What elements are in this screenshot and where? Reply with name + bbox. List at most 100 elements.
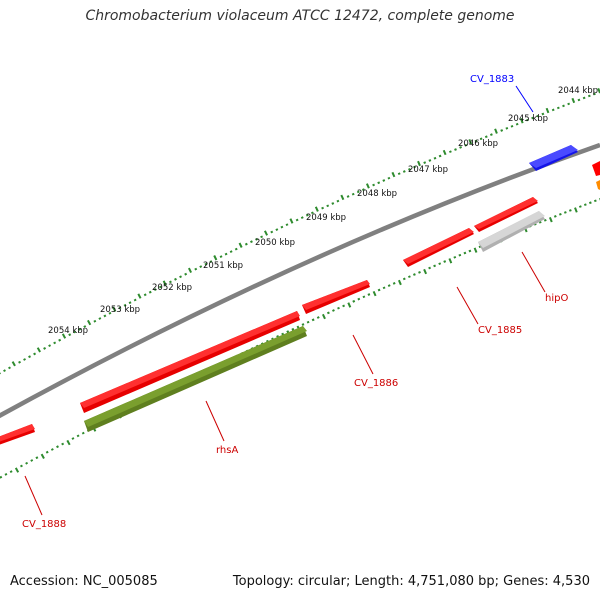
- minor-tick: [479, 137, 483, 141]
- major-tick: [321, 313, 326, 320]
- minor-tick: [474, 139, 478, 143]
- minor-tick: [148, 290, 152, 294]
- minor-tick: [407, 167, 411, 171]
- minor-tick: [73, 330, 77, 334]
- gene-label-cv1883: CV_1883: [470, 74, 514, 85]
- minor-tick: [68, 333, 72, 337]
- major-tick: [213, 255, 218, 261]
- minor-tick: [260, 235, 264, 239]
- major-tick: [87, 319, 92, 326]
- gene-label-hipo: hipO: [545, 293, 568, 304]
- gene-arrow-cv1888: [0, 424, 35, 445]
- minor-tick: [382, 286, 386, 290]
- minor-tick: [45, 450, 49, 454]
- minor-tick: [563, 211, 567, 214]
- minor-tick: [387, 176, 391, 180]
- minor-tick: [342, 304, 346, 308]
- minor-tick: [538, 221, 542, 224]
- minor-tick: [402, 170, 406, 173]
- minor-tick: [118, 306, 122, 310]
- minor-tick: [357, 297, 361, 301]
- major-tick: [289, 218, 294, 224]
- minor-tick: [103, 314, 107, 318]
- minor-tick: [81, 431, 85, 435]
- major-tick: [162, 280, 167, 286]
- minor-tick: [255, 237, 258, 241]
- minor-tick: [362, 295, 366, 299]
- minor-tick: [382, 179, 386, 182]
- minor-tick: [179, 275, 182, 279]
- gene-arrow-big-red: [80, 311, 300, 413]
- topology-summary: Topology: circular; Length: 4,751,080 bp…: [232, 574, 590, 589]
- minor-tick: [310, 211, 314, 215]
- minor-tick: [332, 309, 335, 312]
- minor-tick: [337, 306, 340, 310]
- minor-tick: [306, 320, 310, 324]
- minor-tick: [83, 325, 87, 329]
- major-tick: [574, 207, 578, 213]
- minor-tick: [526, 118, 529, 122]
- gene-labels: CV_1883 hipO CV_1885 CV_1886 rhsA CV_188…: [22, 74, 568, 530]
- minor-tick: [98, 317, 102, 320]
- minor-tick: [413, 165, 416, 169]
- minor-tick: [18, 360, 21, 364]
- minor-tick: [454, 148, 457, 151]
- gene-arrow-right-edge: [592, 161, 600, 176]
- minor-tick: [234, 247, 238, 251]
- major-tick: [494, 128, 498, 134]
- minor-tick: [8, 366, 11, 370]
- minor-tick: [23, 358, 26, 361]
- major-tick: [11, 361, 16, 367]
- major-tick: [137, 293, 142, 299]
- minor-tick: [78, 327, 82, 331]
- scale-label: 2050 kbp: [255, 238, 295, 248]
- minor-tick: [583, 203, 587, 206]
- minor-tick: [587, 94, 591, 98]
- minor-tick: [541, 112, 545, 116]
- minor-tick: [361, 188, 365, 191]
- major-tick: [473, 247, 478, 253]
- major-tick: [442, 149, 447, 156]
- scale-labels: 2044 kbp 2045 kbp 2046 kbp 2047 kbp 2048…: [48, 86, 598, 336]
- minor-tick: [453, 255, 457, 259]
- minor-tick: [143, 293, 147, 297]
- minor-tick: [438, 154, 442, 158]
- minor-tick: [478, 245, 482, 249]
- major-tick: [448, 258, 453, 264]
- minor-tick: [372, 183, 376, 187]
- major-tick: [391, 171, 396, 178]
- minor-tick: [3, 369, 6, 373]
- minor-tick: [209, 260, 213, 263]
- minor-tick: [407, 275, 411, 279]
- minor-tick: [275, 228, 279, 231]
- minor-tick: [20, 464, 23, 468]
- major-tick: [188, 267, 192, 274]
- minor-tick: [468, 249, 472, 253]
- minor-tick: [428, 159, 432, 162]
- minor-tick: [204, 262, 208, 266]
- scale-label: 2049 kbp: [306, 213, 346, 223]
- minor-tick: [153, 288, 157, 292]
- minor-tick: [593, 199, 597, 203]
- minor-tick: [352, 299, 356, 303]
- gene-arrow-rhsa: [84, 326, 307, 432]
- minor-tick: [551, 108, 555, 112]
- minor-tick: [397, 172, 401, 176]
- minor-tick: [531, 116, 535, 120]
- minor-tick: [402, 277, 406, 281]
- gene-leader-lines: [24, 85, 546, 516]
- scale-label: 2053 kbp: [100, 305, 140, 315]
- minor-tick: [428, 266, 432, 270]
- minor-tick: [174, 277, 177, 281]
- gene-label-cv1886: CV_1886: [354, 378, 398, 389]
- minor-tick: [43, 346, 47, 350]
- minor-tick: [50, 448, 54, 451]
- minor-tick: [199, 265, 203, 268]
- minor-tick: [194, 267, 198, 271]
- minor-tick: [510, 124, 514, 128]
- minor-tick: [558, 213, 562, 216]
- major-tick: [314, 206, 319, 212]
- minor-tick: [458, 253, 462, 257]
- scale-label: 2044 kbp: [558, 86, 598, 96]
